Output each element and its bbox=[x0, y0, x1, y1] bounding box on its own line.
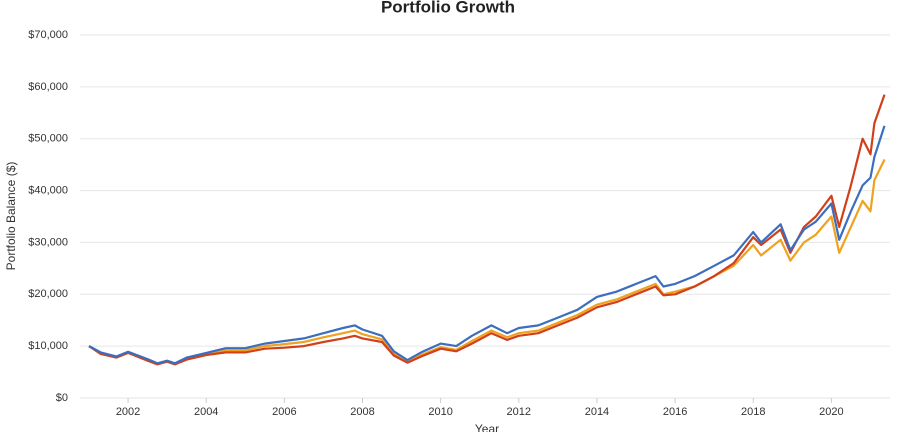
x-tick-label: 2020 bbox=[819, 406, 843, 418]
chart-title: Portfolio Growth bbox=[381, 0, 515, 16]
y-tick-label: $60,000 bbox=[28, 81, 68, 93]
y-tick-label: $20,000 bbox=[28, 288, 68, 300]
y-tick-label: $70,000 bbox=[28, 29, 68, 41]
x-tick-label: 2004 bbox=[194, 406, 218, 418]
x-tick-label: 2016 bbox=[663, 406, 687, 418]
line-series bbox=[88, 125, 886, 365]
y-tick-label: $40,000 bbox=[28, 184, 68, 196]
x-axis-label: Year bbox=[475, 422, 499, 432]
y-tick-label: $30,000 bbox=[28, 236, 68, 248]
x-tick-label: 2010 bbox=[428, 406, 452, 418]
y-tick-label: $50,000 bbox=[28, 133, 68, 145]
line-series bbox=[88, 94, 886, 366]
x-tick-label: 2006 bbox=[272, 406, 296, 418]
x-tick-label: 2018 bbox=[741, 406, 765, 418]
y-tick-label: $0 bbox=[56, 392, 68, 404]
y-axis-label: Portfolio Balance ($) bbox=[4, 162, 18, 271]
x-tick-label: 2014 bbox=[585, 406, 609, 418]
y-tick-label: $10,000 bbox=[28, 340, 68, 352]
x-tick-label: 2008 bbox=[350, 406, 374, 418]
x-tick-label: 2002 bbox=[116, 406, 140, 418]
x-tick-label: 2012 bbox=[507, 406, 531, 418]
